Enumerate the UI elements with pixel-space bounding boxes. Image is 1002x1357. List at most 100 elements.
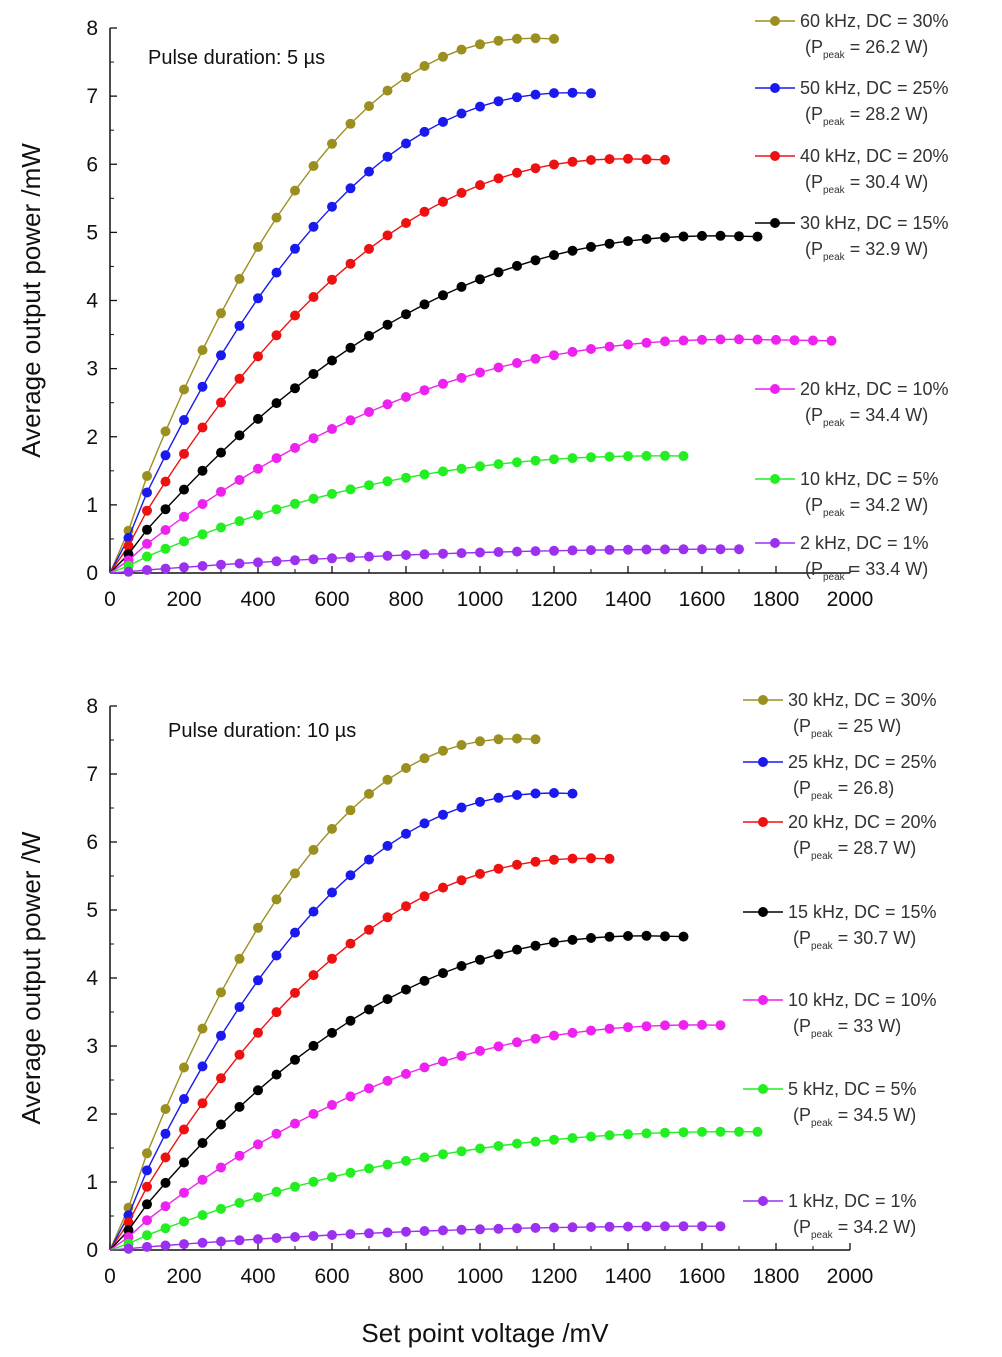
data-point bbox=[586, 1222, 596, 1232]
legend-peak: (Ppeak = 34.2 W) bbox=[805, 495, 928, 519]
data-point bbox=[197, 422, 208, 433]
data-point bbox=[160, 1104, 171, 1114]
data-point bbox=[234, 320, 245, 331]
data-point bbox=[493, 459, 504, 470]
data-point bbox=[678, 1020, 689, 1030]
data-point bbox=[327, 355, 337, 366]
data-point bbox=[142, 505, 152, 516]
data-point bbox=[290, 498, 300, 509]
data-point bbox=[216, 522, 226, 533]
data-point bbox=[271, 330, 282, 341]
data-point bbox=[216, 350, 226, 361]
data-point bbox=[308, 433, 319, 444]
data-point bbox=[586, 241, 596, 252]
data-point bbox=[271, 1233, 282, 1243]
data-point bbox=[197, 345, 208, 356]
data-point bbox=[271, 556, 282, 567]
data-point bbox=[290, 1054, 300, 1065]
data-point bbox=[179, 1062, 189, 1073]
x-tick-label: 600 bbox=[314, 1265, 349, 1288]
data-point bbox=[216, 1162, 226, 1173]
data-point bbox=[364, 1163, 374, 1174]
data-point bbox=[308, 1040, 319, 1051]
data-point bbox=[493, 35, 504, 46]
data-point bbox=[234, 430, 245, 441]
data-point bbox=[197, 1023, 208, 1034]
data-point bbox=[290, 185, 300, 196]
data-point bbox=[308, 369, 319, 379]
legend-peak: (Ppeak = 34.5 W) bbox=[793, 1105, 916, 1129]
legend-swatch-marker bbox=[758, 757, 768, 767]
data-point bbox=[364, 1083, 374, 1094]
data-point bbox=[216, 1119, 226, 1130]
data-point bbox=[734, 334, 744, 345]
data-point bbox=[308, 1109, 319, 1119]
data-point bbox=[586, 853, 596, 864]
data-point bbox=[660, 154, 670, 165]
data-point bbox=[234, 373, 245, 384]
y-tick-label: 2 bbox=[86, 426, 98, 449]
series-line bbox=[109, 857, 610, 1251]
data-point bbox=[234, 1002, 245, 1012]
data-point bbox=[197, 1174, 208, 1185]
data-point bbox=[549, 250, 559, 261]
data-point bbox=[179, 384, 189, 395]
data-point bbox=[530, 734, 541, 745]
data-point bbox=[715, 1126, 726, 1137]
data-point bbox=[641, 1021, 652, 1032]
data-point bbox=[567, 934, 578, 945]
legend-peak: (Ppeak = 34.2 W) bbox=[793, 1217, 916, 1241]
series-line bbox=[109, 91, 592, 574]
legend-swatch-marker bbox=[758, 907, 768, 917]
data-point bbox=[660, 544, 670, 555]
legend-swatch-marker bbox=[770, 474, 780, 484]
data-point bbox=[216, 486, 226, 497]
x-tick-label: 1200 bbox=[531, 1265, 578, 1288]
data-point bbox=[623, 451, 633, 462]
data-point bbox=[234, 953, 245, 964]
series-0: 30 kHz, DC = 30% (Ppeak = 25 W) bbox=[109, 690, 937, 1251]
data-point bbox=[826, 335, 837, 346]
x-tick-label: 1600 bbox=[679, 588, 726, 611]
x-tick-label: 1400 bbox=[605, 1265, 652, 1288]
data-point bbox=[512, 33, 522, 44]
data-point bbox=[493, 863, 504, 874]
data-point bbox=[308, 844, 319, 855]
data-point bbox=[419, 299, 430, 310]
data-point bbox=[179, 536, 189, 547]
data-point bbox=[327, 1027, 337, 1038]
data-point bbox=[623, 153, 633, 164]
data-point bbox=[382, 912, 393, 923]
data-point bbox=[641, 1128, 652, 1139]
data-point bbox=[290, 383, 300, 394]
data-point bbox=[549, 788, 559, 798]
x-tick-label: 1800 bbox=[753, 588, 800, 611]
data-point bbox=[253, 975, 263, 986]
series-6: 1 kHz, DC = 1% (Ppeak = 34.2 W) bbox=[109, 1191, 917, 1254]
y-tick-label: 4 bbox=[86, 967, 98, 990]
data-point bbox=[253, 1192, 263, 1203]
legend-peak: (Ppeak = 32.9 W) bbox=[805, 239, 928, 263]
data-point bbox=[160, 1240, 171, 1251]
data-point bbox=[567, 1222, 578, 1233]
data-point bbox=[530, 33, 541, 44]
data-point bbox=[678, 335, 689, 346]
data-point bbox=[438, 378, 448, 389]
data-point bbox=[142, 1199, 152, 1210]
data-point bbox=[586, 545, 596, 556]
data-point bbox=[604, 1023, 615, 1034]
data-point bbox=[216, 559, 226, 570]
data-point bbox=[530, 89, 541, 100]
data-point bbox=[327, 274, 337, 285]
data-point bbox=[401, 984, 411, 995]
data-point bbox=[715, 230, 726, 241]
series-2: 40 kHz, DC = 20% (Ppeak = 30.4 W) bbox=[109, 146, 949, 574]
data-point bbox=[512, 733, 522, 744]
x-tick-label: 2000 bbox=[827, 1265, 874, 1288]
data-point bbox=[160, 1177, 171, 1188]
x-tick-label: 0 bbox=[104, 588, 116, 611]
data-point bbox=[660, 931, 670, 942]
data-point bbox=[512, 859, 522, 870]
data-point bbox=[623, 931, 633, 941]
data-point bbox=[160, 525, 171, 535]
